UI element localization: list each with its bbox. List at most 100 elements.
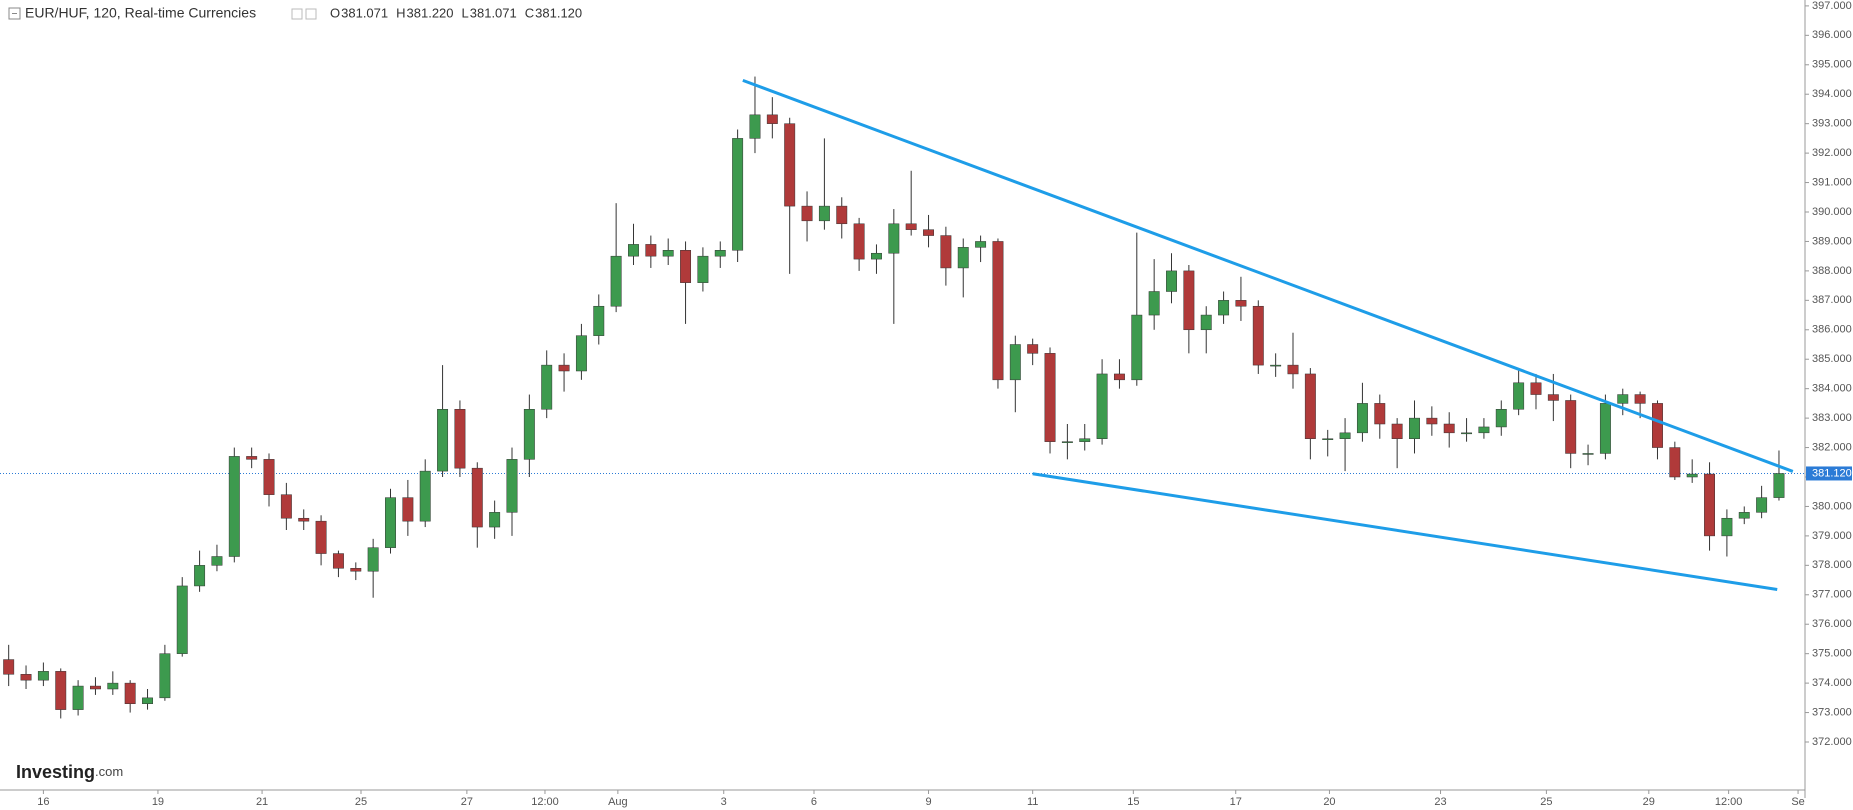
candle-body [385, 497, 396, 548]
candle-body [992, 241, 1004, 381]
candle-body [957, 247, 969, 269]
y-tick-label: 382.000 [1812, 441, 1852, 453]
candle-body [1096, 373, 1108, 439]
y-tick-label: 387.000 [1812, 294, 1852, 306]
y-tick-label: 372.000 [1812, 736, 1852, 748]
x-tick-label: 17 [1230, 796, 1242, 808]
y-tick-label: 393.000 [1812, 118, 1852, 130]
candle-body [1252, 305, 1264, 366]
candle-body [1634, 394, 1646, 404]
last-price-box [1806, 466, 1852, 481]
candle-body [1669, 447, 1681, 478]
y-tick-label: 385.000 [1812, 353, 1852, 365]
candle-body [888, 223, 900, 254]
candle-body [437, 409, 449, 472]
candle-body [1513, 382, 1525, 410]
last-price-label: 381.120 [1812, 467, 1852, 479]
candle-body [1599, 403, 1611, 454]
candle-body [159, 653, 171, 699]
ohlc-value: 381.120 [535, 5, 582, 20]
candle-body [1339, 432, 1351, 439]
candle-body [1617, 394, 1629, 404]
candle-body [732, 138, 744, 251]
candle-body [298, 517, 310, 522]
candle-body [402, 497, 414, 522]
candle-body [107, 682, 119, 690]
symbol-title: EUR/HUF, 120, Real-time Currencies [25, 5, 256, 21]
candle-body [1009, 344, 1021, 381]
candle-body [905, 223, 917, 230]
candle-body [923, 229, 934, 236]
y-tick-label: 384.000 [1812, 383, 1852, 395]
candle-body [506, 459, 518, 513]
logo: Investing.com [16, 762, 123, 782]
candle-body [1166, 270, 1177, 292]
candle-body [280, 494, 292, 519]
ohlc-key: L [462, 5, 469, 20]
candle-body [940, 235, 952, 269]
candle-body [801, 205, 813, 222]
trend-line [742, 78, 1794, 473]
y-tick-label: 392.000 [1812, 147, 1852, 159]
close-icon[interactable] [305, 8, 317, 20]
candle-body [697, 255, 709, 283]
candle-body [1079, 438, 1091, 442]
candle-body [1756, 497, 1768, 513]
x-tick-label: 9 [925, 796, 931, 808]
candle-body [1356, 403, 1368, 434]
candle-body [558, 364, 570, 372]
x-tick-label: Aug [608, 796, 628, 808]
settings-icon[interactable] [291, 8, 303, 20]
candle-body [1235, 300, 1247, 307]
candle-body [1495, 409, 1507, 428]
candle-body [1426, 417, 1438, 425]
candle-body [332, 553, 344, 569]
candle-body [975, 241, 987, 248]
candle-body [228, 456, 240, 557]
candle-body [818, 205, 830, 222]
x-tick-label: 21 [256, 796, 268, 808]
candle-body [523, 409, 535, 460]
candle-body [350, 568, 362, 572]
logo-name: Investing [16, 762, 95, 782]
candle-body [1061, 441, 1073, 443]
candle-body [1027, 344, 1039, 354]
y-tick-label: 373.000 [1812, 706, 1852, 718]
candle-body [471, 467, 483, 528]
candle-body [1322, 438, 1334, 440]
y-tick-label: 378.000 [1812, 559, 1852, 571]
candle-body [1148, 291, 1160, 316]
candle-body [315, 520, 327, 554]
candle-body [367, 547, 379, 572]
x-tick-label: 27 [461, 796, 473, 808]
candle-body [1652, 403, 1663, 448]
candle-body [3, 659, 15, 675]
x-tick-label: 6 [811, 796, 817, 808]
x-tick-label: 23 [1434, 796, 1446, 808]
y-tick-label: 391.000 [1812, 176, 1852, 188]
candle-body [263, 459, 275, 495]
x-tick-label: 12:00 [1715, 796, 1743, 808]
candle-body [1738, 512, 1750, 519]
candle-body [419, 470, 431, 522]
candle-body [194, 565, 206, 587]
candle-body [836, 205, 848, 225]
candle-body [211, 556, 223, 566]
candle-body [541, 364, 553, 410]
candle-body [1530, 382, 1542, 395]
candle-body [246, 456, 258, 460]
candle-body [628, 244, 639, 257]
y-tick-label: 374.000 [1812, 677, 1852, 689]
candle-body [1287, 364, 1299, 375]
y-tick-label: 394.000 [1812, 88, 1852, 100]
collapse-icon[interactable] [8, 7, 21, 20]
candle-body [1200, 314, 1212, 331]
y-tick-label: 388.000 [1812, 265, 1852, 277]
ohlc-value: 381.071 [341, 5, 388, 20]
candle-body [1409, 417, 1420, 439]
candle-body [1270, 364, 1282, 367]
x-tick-label: 29 [1643, 796, 1655, 808]
candle-body [749, 114, 761, 139]
